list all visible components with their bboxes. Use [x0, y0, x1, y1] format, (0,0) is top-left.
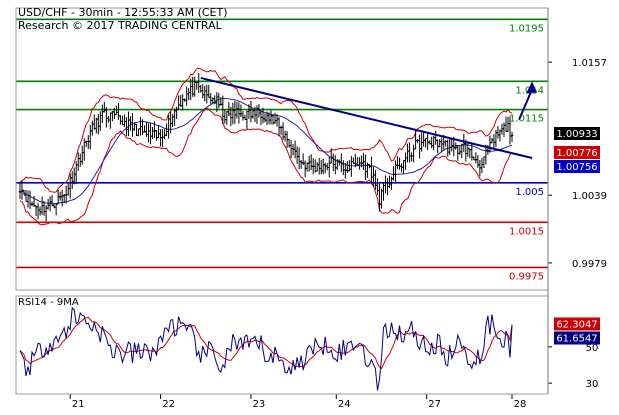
- price-tick-label-1: 1.0039: [572, 191, 607, 202]
- target-arrow-head: [526, 81, 538, 94]
- level-label-5: 0.9975: [509, 271, 544, 282]
- rsi-line: [19, 306, 513, 391]
- time-tick-label-4: 27: [428, 399, 441, 410]
- bollinger-upper: [19, 67, 513, 193]
- price-tick-label-0: 1.0157: [572, 58, 607, 69]
- resistance-trendline: [200, 76, 533, 159]
- trendline-group: [200, 76, 538, 159]
- bollinger-lower: [19, 107, 513, 226]
- price-badge-label-0: 1.00933: [556, 129, 597, 140]
- price-axis: 1.0157 1.0039 0.9979: [548, 58, 607, 270]
- price-badge-0: [554, 126, 600, 140]
- rsi-badge-label: 61.6547: [556, 333, 597, 344]
- price-badges: 1.00933 1.00776 1.00756: [554, 126, 600, 173]
- moving-average: [19, 97, 513, 205]
- rsi-tick-label-0: 50: [586, 343, 599, 354]
- rsi-title: RSI14 - 9MA: [18, 297, 79, 308]
- level-label-3: 1.005: [515, 187, 544, 198]
- bollinger-bands: [19, 67, 513, 226]
- level-label-0: 1.0195: [509, 23, 544, 34]
- rsi-tick-label-1: 30: [586, 379, 599, 390]
- price-badge-2: [554, 159, 600, 173]
- time-tick-label-0: 21: [72, 399, 85, 410]
- price-tick-label-2: 0.9979: [572, 259, 607, 270]
- rsi-badge: [554, 331, 600, 345]
- level-label-4: 1.0015: [509, 226, 544, 237]
- price-badge-1: [554, 145, 600, 159]
- rsi-panel-frame: [15, 295, 549, 395]
- time-axis: 21 22 23 24 27 28: [69, 394, 527, 410]
- price-badge-label-1: 1.00776: [556, 148, 597, 159]
- candlesticks: [18, 73, 514, 222]
- rsi-ma-badge: [554, 317, 600, 331]
- time-tick-label-5: 28: [514, 399, 527, 410]
- price-badge-label-2: 1.00756: [556, 162, 597, 173]
- rsi-ma-badge-label: 62.3047: [556, 319, 597, 330]
- level-label-2: 1.0115: [509, 114, 544, 125]
- rsi-panel: 50 30 62.3047 61.6547: [19, 306, 600, 391]
- chart-title: USD/CHF - 30min - 12:55:33 AM (CET): [18, 6, 228, 19]
- copyright-text: Research © 2017 TRADING CENTRAL: [18, 19, 222, 32]
- time-tick-label-1: 22: [162, 399, 175, 410]
- time-tick-label-3: 24: [338, 399, 351, 410]
- time-tick-label-2: 23: [253, 399, 266, 410]
- target-arrow-shaft: [518, 88, 534, 121]
